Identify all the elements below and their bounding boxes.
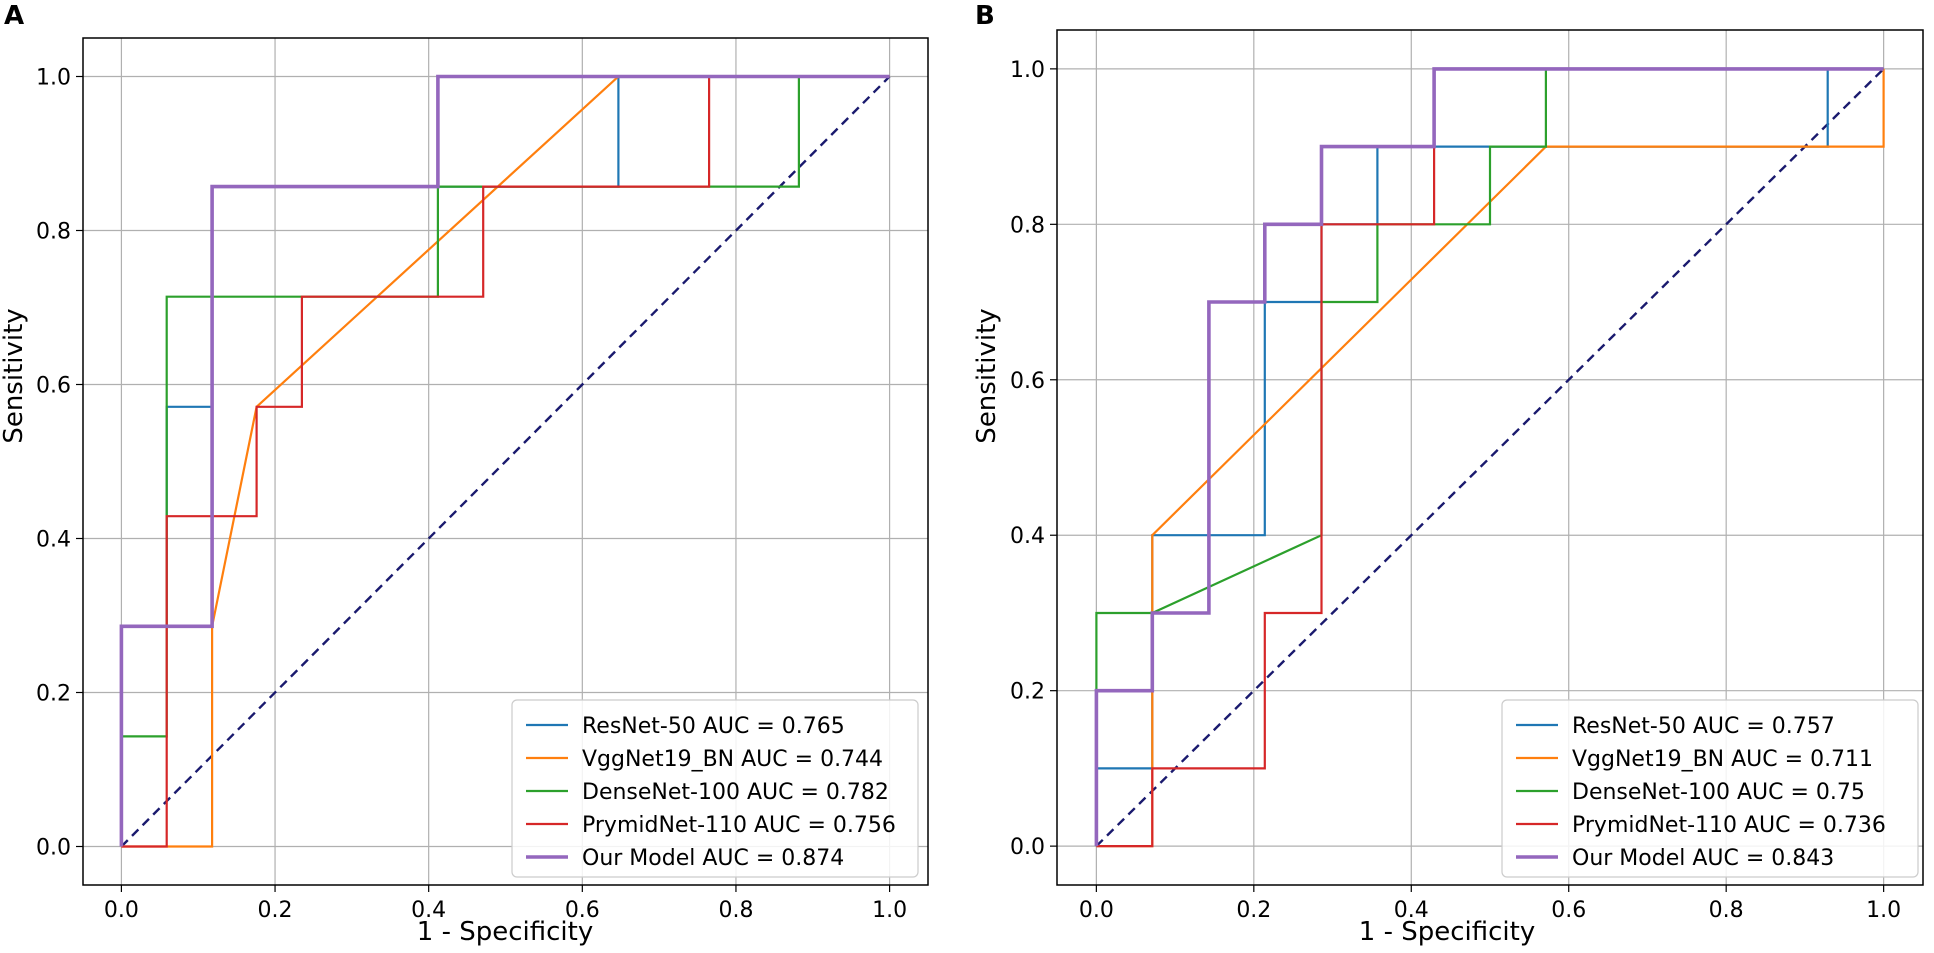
y-tick-label: 0.0 — [36, 836, 71, 861]
roc-curve-prymidnet-110 — [121, 75, 890, 848]
legend: ResNet-50 AUC = 0.765 VggNet19_BN AUC = 0… — [511, 699, 919, 878]
x-axis-label: 1 - Specificity — [1359, 917, 1535, 947]
x-tick-label: 0.8 — [718, 898, 753, 923]
panel-label-b: B — [975, 1, 995, 31]
chance-diagonal-line — [1095, 68, 1885, 847]
legend-entry: Our Model AUC = 0.874 — [582, 846, 844, 871]
y-tick-label: 0.2 — [36, 682, 71, 707]
x-tick-label: 0.2 — [258, 898, 293, 923]
x-tick-label: 0.2 — [1236, 898, 1271, 923]
legend-box — [511, 699, 919, 878]
legend-entry: VggNet19_BN AUC = 0.711 — [1572, 747, 1873, 772]
y-axis-label: Sensitivity — [0, 308, 29, 443]
x-axis-label: 1 - Specificity — [417, 917, 593, 947]
x-tick-label: 0.6 — [565, 898, 600, 923]
x-tick-label: 0.0 — [1079, 898, 1114, 923]
panel-label-a: A — [4, 1, 24, 31]
y-tick-label: 0.6 — [1010, 369, 1045, 394]
panel-a: A 0.0 0.2 0.4 0.6 0.8 1.0 0.00.20.40.60.81.0 … — [0, 1, 929, 947]
y-axis-label: Sensitivity — [972, 308, 1002, 443]
y-tick-label: 0.0 — [1010, 835, 1045, 860]
legend-box — [1501, 699, 1919, 878]
legend-entry: Our Model AUC = 0.843 — [1572, 846, 1834, 871]
y-tick-label: 1.0 — [36, 66, 71, 91]
y-tick-label: 0.4 — [36, 528, 71, 553]
x-tick-label: 0.6 — [1551, 898, 1586, 923]
legend-entry: PrymidNet-110 AUC = 0.736 — [1572, 813, 1886, 838]
x-tick-label: 0.0 — [104, 898, 139, 923]
roc-curve-our — [1094, 67, 1884, 847]
x-tick-label: 0.4 — [1394, 898, 1429, 923]
y-tick-label: 0.4 — [1010, 524, 1045, 549]
x-tick-label: 1.0 — [872, 898, 907, 923]
legend-entry: DenseNet-100 AUC = 0.75 — [1572, 780, 1865, 805]
x-tick-label: 1.0 — [1866, 898, 1901, 923]
legend-entry: DenseNet-100 AUC = 0.782 — [582, 780, 889, 805]
y-tick-label: 0.8 — [1010, 213, 1045, 238]
y-tick-label: 0.8 — [36, 220, 71, 245]
plot-frame — [82, 37, 929, 886]
panel-b: B 0.0 0.2 0.4 0.6 0.8 1.0 0.00.20.40.60.81.0 … — [972, 1, 1924, 947]
legend: ResNet-50 AUC = 0.757 VggNet19_BN AUC = 0… — [1501, 699, 1919, 878]
x-tick-label: 0.4 — [411, 898, 446, 923]
x-tick-label: 0.8 — [1709, 898, 1744, 923]
chance-diagonal-line — [120, 75, 891, 848]
y-tick-label: 0.2 — [1010, 680, 1045, 705]
roc-curve-our — [119, 74, 890, 847]
y-tick-label: 1.0 — [1010, 58, 1045, 83]
roc-curve-densenet-100 — [1095, 67, 1884, 847]
y-tick-label: 0.6 — [36, 374, 71, 399]
plot-frame — [1056, 29, 1924, 886]
legend-entry: ResNet-50 AUC = 0.757 — [1572, 714, 1835, 739]
legend-entry: VggNet19_BN AUC = 0.744 — [582, 747, 883, 772]
legend-entry: PrymidNet-110 AUC = 0.756 — [582, 813, 896, 838]
legend-entry: ResNet-50 AUC = 0.765 — [582, 714, 845, 739]
